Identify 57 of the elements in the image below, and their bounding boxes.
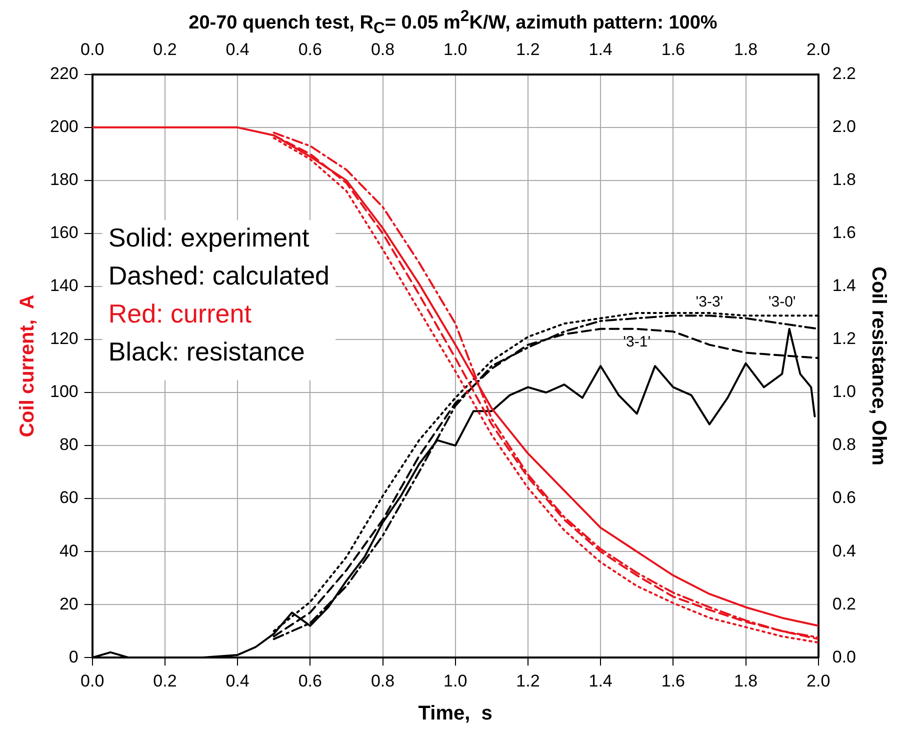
y2-tick-label: 1.6 [832,223,856,242]
x-tick-label: 1.4 [588,671,612,690]
annotation: Solid: experiment [108,222,310,252]
x-tick-label: 0.0 [80,671,104,690]
chart-title: 20-70 quench test, R$_{C}$= 0.05 m$^{2}$K/W, azimuth pattern: 100% [188,8,718,38]
y2-axis-title: Coil resistance, Ohm [867,266,890,466]
x2-tick-label: 0.0 [80,40,104,59]
y2-tick-label: 0.6 [832,488,856,508]
y2-tick-label: 1.2 [832,329,856,348]
series-label: '3-3' [696,293,724,310]
annotation: Black: resistance [108,336,305,366]
y2-tick-label: 2.2 [832,64,856,84]
x-tick-label: 0.6 [298,671,322,690]
x2-tick-label: 1.2 [516,40,540,59]
y-tick-label: 80 [59,435,78,454]
x2-tick-label: 0.2 [153,40,177,59]
x2-tick-label: 0.6 [298,40,322,59]
x-tick-label: 1.6 [661,671,685,690]
y2-tick-label: 1.0 [832,382,856,402]
y2-tick-label: 0.2 [832,594,856,614]
x2-tick-label: 1.6 [661,40,685,59]
y-tick-label: 20 [59,594,78,614]
y-tick-label: 0 [68,647,78,666]
x2-tick-label: 1.8 [734,40,758,59]
x2-tick-label: 1.0 [444,40,468,59]
x2-tick-label: 1.4 [588,40,612,59]
y-axis-title: Coil current, A [16,294,39,438]
series-label: '3-0' [768,293,796,310]
x-tick-label: 0.8 [370,671,395,690]
series-label: '3-1' [623,334,651,351]
x2-tick-label: 0.8 [370,40,395,59]
x-tick-label: 0.2 [153,671,177,690]
y2-tick-label: 2.0 [832,117,856,136]
y-tick-label: 120 [50,329,78,348]
x2-tick-label: 0.4 [226,40,250,59]
y2-tick-label: 0.4 [832,541,856,560]
annotation: Red: current [108,298,252,328]
y2-tick-label: 1.8 [832,170,856,190]
x-tick-label: 0.4 [226,671,250,690]
x-tick-label: 1.0 [444,671,468,690]
x-tick-label: 2.0 [806,671,830,690]
y-tick-label: 160 [50,223,78,242]
x-axis-title: Time, s [418,702,492,725]
y-tick-label: 200 [50,117,78,136]
y-tick-label: 220 [50,64,78,84]
y-tick-label: 140 [50,276,78,296]
y-tick-label: 100 [50,382,78,402]
y-tick-label: 180 [50,170,78,190]
x2-tick-label: 2.0 [806,40,830,59]
x-tick-label: 1.2 [516,671,540,690]
y-tick-label: 40 [59,541,78,560]
y-tick-label: 60 [59,488,78,508]
x-tick-label: 1.8 [734,671,758,690]
annotation: Dashed: calculated [108,260,330,290]
y2-tick-label: 0.0 [832,647,856,666]
y2-tick-label: 1.4 [832,276,856,296]
y2-tick-label: 0.8 [832,435,856,454]
